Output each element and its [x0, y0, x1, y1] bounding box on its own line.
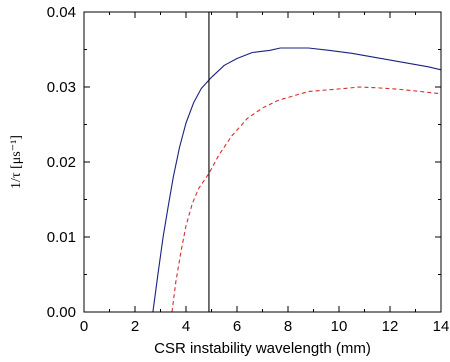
- y-tick-label: 0.04: [47, 4, 76, 21]
- x-tick-label: 4: [182, 318, 190, 335]
- x-tick-label: 12: [382, 318, 399, 335]
- x-tick-label: 0: [80, 318, 88, 335]
- x-tick-label: 14: [433, 318, 450, 335]
- x-axis: 0 2 4 6 8 10 12 14: [80, 12, 450, 335]
- x-tick-label: 10: [331, 318, 348, 335]
- x-axis-label: CSR instability wavelength (mm): [154, 340, 371, 357]
- x-tick-label: 2: [131, 318, 139, 335]
- y-tick-label: 0.02: [47, 154, 76, 171]
- series-line-1: [152, 47, 442, 313]
- y-tick-label: 0.01: [47, 229, 76, 246]
- y-axis-label: 1/τ [μs⁻¹]: [9, 135, 24, 189]
- y-tick-label: 0.03: [47, 79, 76, 96]
- x-tick-label: 6: [233, 318, 241, 335]
- series-layer: [152, 47, 442, 313]
- y-axis: 0.00 0.01 0.02 0.03 0.04: [47, 4, 441, 321]
- y-tick-label: 0.00: [47, 304, 76, 321]
- x-tick-label: 8: [284, 318, 292, 335]
